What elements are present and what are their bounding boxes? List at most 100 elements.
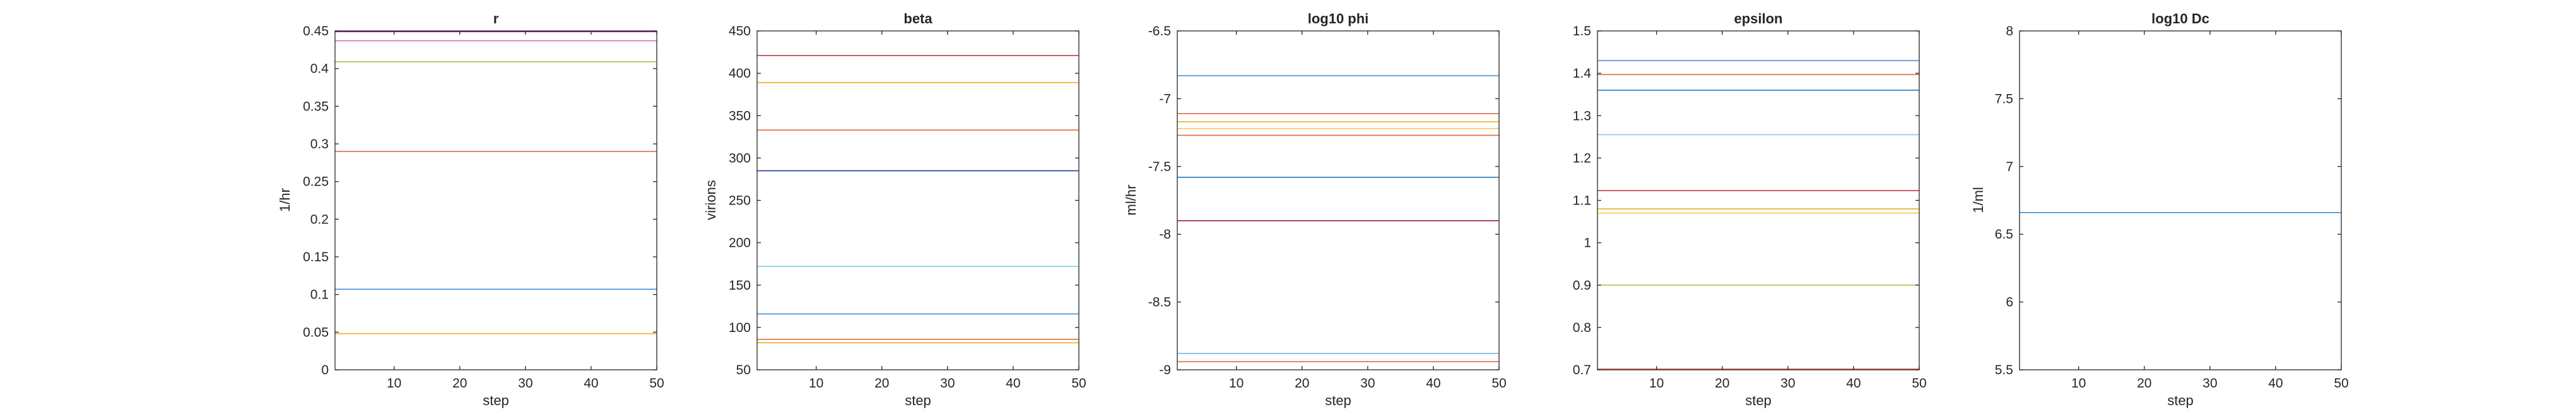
y-tick-label: 1 <box>1584 236 1591 251</box>
x-tick-label: 10 <box>2071 376 2086 391</box>
panel-title: log10 phi <box>1308 11 1369 27</box>
y-tick-label: 300 <box>729 151 751 165</box>
x-tick-label: 50 <box>2334 376 2348 391</box>
series-lines <box>1597 60 1919 370</box>
x-tick-label: 10 <box>1229 376 1244 391</box>
x-tick-label: 20 <box>452 376 467 391</box>
x-tick-label: 20 <box>874 376 889 391</box>
y-tick-labels: -9 -8.5 -8 -7.5 -7 -6.5 <box>1148 24 1171 377</box>
y-tick-label: 0.1 <box>310 288 329 302</box>
tick-marks <box>335 30 657 370</box>
y-tick-label: 6 <box>2006 295 2013 310</box>
y-tick-label: 1.1 <box>1573 194 1591 208</box>
panel-title: r <box>493 11 499 27</box>
y-tick-label: 0 <box>321 363 329 377</box>
panel-log10-phi: log10 phi -9-8.5-8-7.5-7-6.5 10 20 30 40 50 … <box>1123 11 1507 408</box>
x-tick-label: 20 <box>1715 376 1729 391</box>
y-tick-label: 350 <box>729 109 751 123</box>
y-tick-label: 0.7 <box>1573 363 1591 377</box>
x-tick-labels: 10 20 30 40 50 <box>387 376 664 391</box>
plot-frame <box>2019 30 2342 370</box>
panel-title: log10 Dc <box>2151 11 2209 27</box>
y-tick-labels: 0 0.05 0.1 0.15 0.2 0.25 0.3 0.35 0.4 0.45 <box>303 24 329 377</box>
y-tick-label: 0.3 <box>310 137 329 151</box>
x-axis-label: step <box>905 393 931 408</box>
y-tick-label: 5.5 <box>1995 363 2013 377</box>
x-tick-label: 50 <box>1912 376 1926 391</box>
y-tick-label: 0.15 <box>303 250 329 264</box>
tick-marks <box>1177 30 1500 370</box>
y-tick-label: 0.8 <box>1573 321 1591 335</box>
y-tick-label: 6.5 <box>1995 227 2013 242</box>
y-axis-label: virions <box>703 180 719 220</box>
y-tick-label: 0.9 <box>1573 278 1591 293</box>
y-tick-label: -6.5 <box>1148 24 1171 38</box>
x-tick-labels: 10 20 30 40 50 <box>2071 376 2349 391</box>
panel-title: beta <box>903 11 932 27</box>
y-tick-label: 1.4 <box>1573 66 1592 81</box>
y-tick-label: 250 <box>729 194 751 208</box>
x-tick-label: 40 <box>1426 376 1440 391</box>
series-lines <box>1177 75 1499 362</box>
y-tick-label: 0.25 <box>303 175 329 189</box>
x-tick-label: 10 <box>809 376 823 391</box>
tick-marks <box>757 30 1079 370</box>
x-tick-label: 50 <box>1491 376 1506 391</box>
plot-frame <box>334 30 657 370</box>
series-lines <box>335 31 657 334</box>
y-tick-label: -9 <box>1159 363 1171 377</box>
y-tick-labels: 0.7 0.8 0.9 1 1.1 1.2 1.3 1.4 1.5 <box>1573 24 1592 377</box>
x-tick-label: 20 <box>1295 376 1309 391</box>
y-tick-label: 7 <box>2006 160 2013 174</box>
x-axis-label: step <box>1325 393 1351 408</box>
y-tick-label: 0.45 <box>303 24 329 38</box>
x-tick-label: 40 <box>584 376 598 391</box>
panel-epsilon: epsilon 0.7 0.8 0.9 1 1.1 1.2 1.3 1.4 1.5 10 20 30… <box>1573 11 1927 408</box>
y-tick-label: 8 <box>2006 24 2013 38</box>
x-tick-label: 40 <box>1846 376 1861 391</box>
x-tick-label: 40 <box>2268 376 2283 391</box>
y-tick-label: -7 <box>1159 92 1171 106</box>
plot-frame <box>1177 30 1500 370</box>
x-axis-label: step <box>1745 393 1772 408</box>
y-tick-labels: 5.5 6 6.5 7 7.5 8 <box>1995 24 2013 377</box>
y-tick-label: 1.2 <box>1573 151 1591 165</box>
x-tick-labels: 10 20 30 40 50 <box>1229 376 1507 391</box>
y-tick-label: 0.05 <box>303 325 329 340</box>
y-axis-label: ml/hr <box>1123 185 1139 216</box>
y-tick-label: 7.5 <box>1995 92 2013 106</box>
x-tick-label: 30 <box>1780 376 1795 391</box>
y-tick-label: -8.5 <box>1148 295 1171 310</box>
y-tick-label: -7.5 <box>1148 160 1171 174</box>
x-tick-labels: 10 20 30 40 50 <box>809 376 1086 391</box>
y-tick-label: 100 <box>729 321 751 335</box>
panel-title: epsilon <box>1734 11 1782 27</box>
x-tick-labels: 10 20 30 40 50 <box>1649 376 1927 391</box>
x-tick-label: 40 <box>1006 376 1020 391</box>
panel-log10-dc: log10 Dc 5.5 6 6.5 7 7.5 8 10 20 30 40 50 step 1/… <box>1970 11 2349 408</box>
x-tick-label: 30 <box>2203 376 2217 391</box>
y-axis-label: 1/hr <box>277 188 293 212</box>
x-tick-label: 50 <box>1071 376 1086 391</box>
tick-marks <box>1597 30 1920 370</box>
x-tick-label: 20 <box>2137 376 2151 391</box>
y-tick-label: 150 <box>729 278 751 293</box>
x-tick-label: 10 <box>1649 376 1664 391</box>
y-tick-labels: 50 100 150 200 250 300 350 400 450 <box>729 24 751 377</box>
x-tick-label: 10 <box>387 376 401 391</box>
tick-marks <box>2020 30 2342 370</box>
y-axis-label: 1/ml <box>1970 187 1986 213</box>
y-tick-label: 50 <box>736 363 751 377</box>
y-tick-label: 0.35 <box>303 99 329 114</box>
y-tick-label: 0.2 <box>310 212 329 227</box>
y-tick-label: 1.3 <box>1573 109 1591 123</box>
x-axis-label: step <box>483 393 509 408</box>
x-tick-label: 50 <box>649 376 664 391</box>
x-tick-label: 30 <box>1360 376 1375 391</box>
x-tick-label: 30 <box>940 376 955 391</box>
series-lines <box>757 55 1079 343</box>
panel-beta: beta 50 100 150 200 250 300 350 400 450 10 20 30 40… <box>703 11 1086 408</box>
panel-r: r 0 0.05 0.1 0.15 0.2 0.25 0.3 0.35 0.4 0.45 10 20… <box>277 11 664 408</box>
